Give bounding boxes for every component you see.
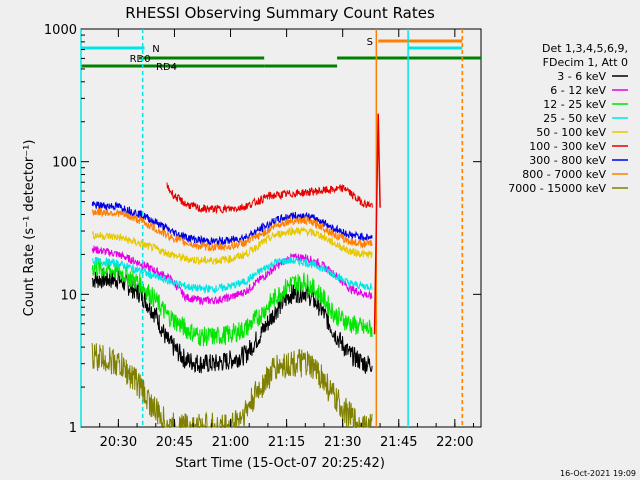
y-tick-label: 1 bbox=[69, 421, 77, 436]
legend-entry-label: 7000 - 15000 keV bbox=[508, 182, 606, 195]
legend-entry-label: 800 - 7000 keV bbox=[522, 168, 606, 181]
legend-header: Det 1,3,4,5,6,9, bbox=[542, 42, 628, 55]
x-tick-label: 22:00 bbox=[436, 435, 473, 450]
flag-label: N bbox=[152, 44, 159, 55]
series-line bbox=[91, 206, 373, 252]
flag-label: S bbox=[367, 37, 373, 48]
flag-label: RD0 bbox=[130, 54, 151, 65]
x-tick-label: 21:30 bbox=[324, 435, 361, 450]
series-line bbox=[91, 256, 373, 294]
legend-entry-label: 12 - 25 keV bbox=[543, 98, 606, 111]
x-axis-label: Start Time (15-Oct-07 20:25:42) bbox=[175, 456, 385, 471]
legend-entry-label: 25 - 50 keV bbox=[543, 112, 606, 125]
x-tick-label: 21:45 bbox=[380, 435, 417, 450]
footer-date: 16-Oct-2021 19:09 bbox=[560, 469, 636, 478]
x-tick-label: 21:15 bbox=[268, 435, 305, 450]
tick-layer: 1 10 100 1000 20:30 20:45 21:00 21:15 21:30 21:45… bbox=[44, 23, 481, 450]
legend: Det 1,3,4,5,6,9,FDecim 1, Att 03 - 6 keV… bbox=[508, 42, 628, 195]
vline-layer bbox=[80, 29, 464, 427]
y-tick-label: 10 bbox=[60, 288, 77, 303]
y-tick-label: 100 bbox=[52, 156, 77, 171]
y-axis-label: Count Rate (s⁻¹ detector⁻¹) bbox=[22, 140, 37, 317]
legend-header: FDecim 1, Att 0 bbox=[543, 56, 628, 69]
legend-entry-label: 3 - 6 keV bbox=[557, 70, 606, 83]
series-line bbox=[91, 201, 373, 246]
x-tick-label: 20:45 bbox=[156, 435, 193, 450]
legend-entry-label: 300 - 800 keV bbox=[529, 154, 606, 167]
series-line bbox=[91, 267, 373, 374]
series-line bbox=[91, 245, 373, 306]
flare-spike bbox=[373, 113, 381, 335]
series-line bbox=[91, 258, 373, 347]
series-layer bbox=[91, 113, 381, 429]
legend-entry-label: 100 - 300 keV bbox=[529, 140, 606, 153]
legend-entry-label: 50 - 100 keV bbox=[536, 126, 606, 139]
series-line bbox=[91, 342, 373, 429]
chart-title: RHESSI Observing Summary Count Rates bbox=[125, 4, 435, 22]
flag-label: RD4 bbox=[156, 62, 177, 73]
y-tick-label: 1000 bbox=[44, 23, 77, 38]
series-line bbox=[166, 182, 373, 215]
legend-entry-label: 6 - 12 keV bbox=[550, 84, 606, 97]
x-tick-label: 20:30 bbox=[100, 435, 137, 450]
x-tick-label: 21:00 bbox=[212, 435, 249, 450]
series-line bbox=[92, 225, 373, 266]
